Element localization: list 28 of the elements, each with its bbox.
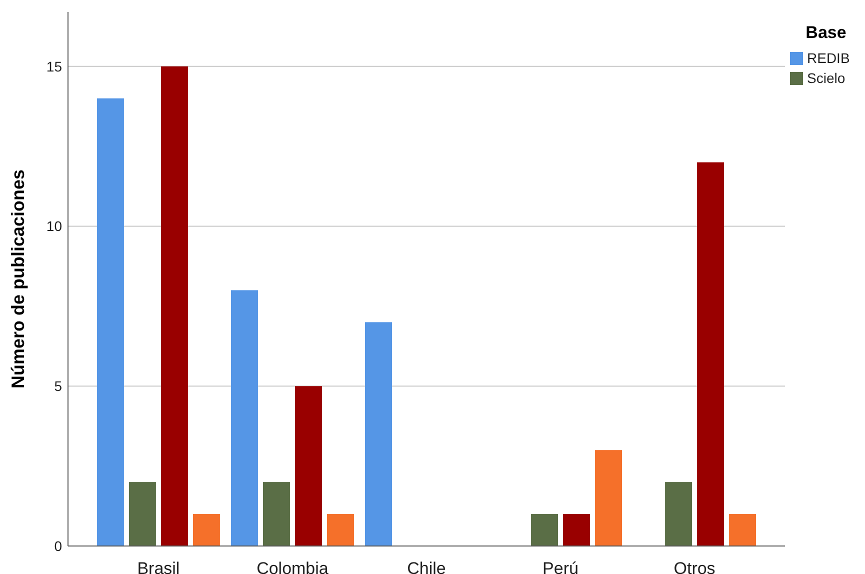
bar [128,482,156,546]
y-tick-label: 5 [54,378,62,394]
legend-label: REDIB [807,50,850,66]
bar [531,514,558,546]
y-tick-label: 0 [54,538,62,554]
bar [230,290,258,546]
bar [262,482,290,546]
x-tick-label: Otros [674,559,716,574]
bar [326,514,354,546]
x-tick-label: Perú [542,559,578,574]
bar [365,322,392,546]
bar [563,514,590,546]
y-tick-label: 10 [46,218,62,234]
y-axis-title: Número de publicaciones [8,169,28,389]
bar [665,482,692,546]
bar [294,386,322,546]
bar [697,162,724,546]
bar [160,66,188,546]
bar [729,514,756,546]
x-tick-label: Chile [407,559,446,574]
y-tick-label: 15 [46,58,62,74]
x-tick-label: Brasil [137,559,180,574]
x-tick-label: Colombia [256,559,329,574]
bar [595,450,622,546]
legend-label: Scielo [807,70,846,86]
bar [96,98,124,546]
bar [192,514,220,546]
legend-title: Base [806,23,846,42]
